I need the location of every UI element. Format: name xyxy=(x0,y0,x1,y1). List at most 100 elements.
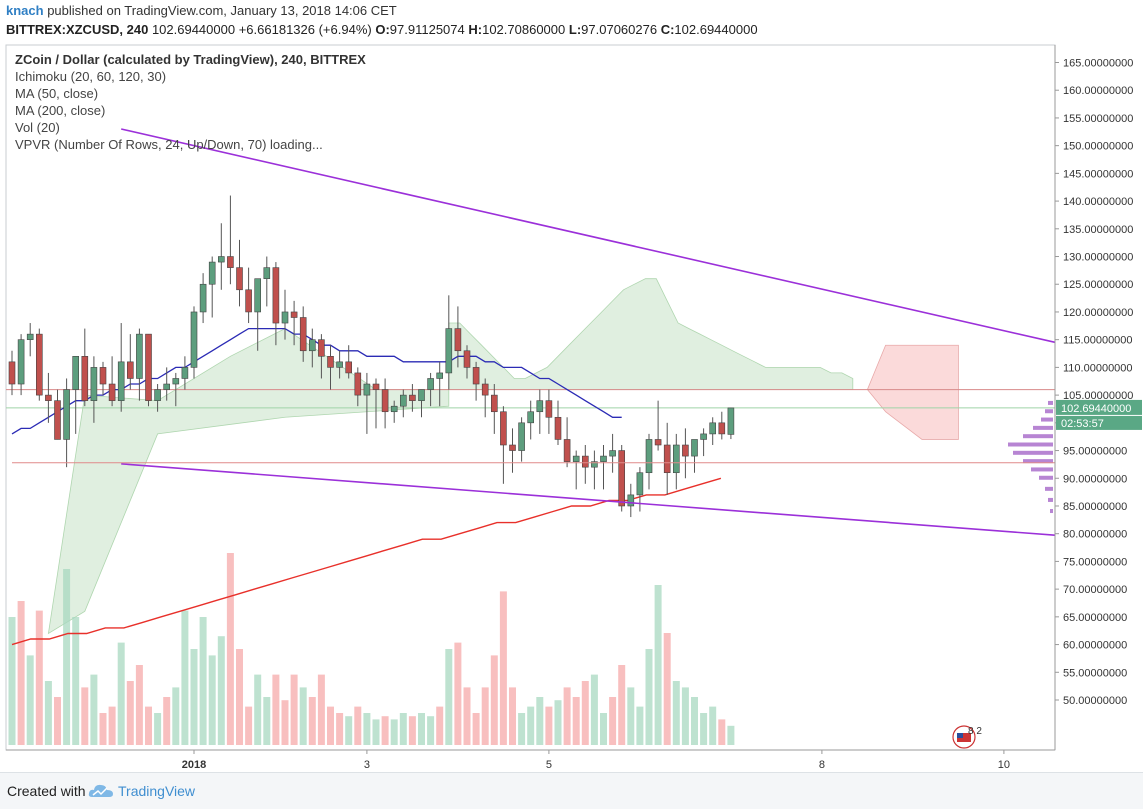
candle-down[interactable] xyxy=(272,267,280,324)
legend-ma50[interactable]: MA (50, close) xyxy=(15,86,99,101)
price-chart[interactable]: 165.00000000 160.00000000 155.00000000 150.… xyxy=(0,40,1143,772)
candle-up[interactable] xyxy=(199,283,207,313)
candle-up[interactable] xyxy=(691,439,698,457)
candle-up[interactable] xyxy=(363,383,371,396)
candle-up[interactable] xyxy=(254,278,261,313)
candle-up[interactable] xyxy=(572,455,580,462)
candle-down[interactable] xyxy=(509,444,516,451)
candle-up[interactable] xyxy=(308,339,316,352)
candle-up[interactable] xyxy=(709,422,717,435)
candle-down[interactable] xyxy=(381,389,389,413)
upper-trendline[interactable] xyxy=(121,128,1056,344)
candle-up[interactable] xyxy=(591,461,598,468)
candle-down[interactable] xyxy=(481,383,489,396)
candle-up[interactable] xyxy=(117,361,125,401)
candle-down[interactable] xyxy=(409,394,416,401)
candle-up[interactable] xyxy=(527,411,535,424)
candle-down[interactable] xyxy=(318,339,325,357)
candle-up[interactable] xyxy=(445,328,453,374)
candle-down[interactable] xyxy=(345,361,353,374)
candle-down[interactable] xyxy=(354,372,362,396)
candle-down[interactable] xyxy=(299,317,307,352)
candle-up[interactable] xyxy=(181,367,189,379)
candle-down[interactable] xyxy=(290,311,298,318)
candle-down[interactable] xyxy=(372,383,380,390)
candles[interactable] xyxy=(8,195,735,518)
tradingview-cloud-icon xyxy=(88,784,113,797)
candle-up[interactable] xyxy=(600,455,607,462)
candle-up[interactable] xyxy=(63,389,70,440)
candle-up[interactable] xyxy=(536,400,544,413)
candle-down[interactable] xyxy=(8,361,16,385)
candle-up[interactable] xyxy=(17,339,25,385)
candle-up[interactable] xyxy=(190,311,198,368)
candle-up[interactable] xyxy=(436,372,444,379)
candle-down[interactable] xyxy=(108,383,116,401)
candle-up[interactable] xyxy=(427,378,434,390)
candle-up[interactable] xyxy=(90,367,98,401)
candle-up[interactable] xyxy=(609,450,616,457)
candle-up[interactable] xyxy=(700,433,707,440)
candle-up[interactable] xyxy=(645,439,653,474)
candle-down[interactable] xyxy=(581,455,589,468)
candle-up[interactable] xyxy=(336,361,343,368)
candle-up[interactable] xyxy=(26,333,34,340)
header-bar: knach published on TradingView.com, Janu… xyxy=(0,0,1143,40)
candle-down[interactable] xyxy=(545,400,553,418)
candle-down[interactable] xyxy=(563,439,571,462)
candle-down[interactable] xyxy=(145,333,152,401)
trendlines[interactable] xyxy=(12,128,1056,537)
candle-down[interactable] xyxy=(718,422,726,435)
last-price-badge xyxy=(1056,399,1142,415)
candle-down[interactable] xyxy=(472,367,480,385)
candle-down[interactable] xyxy=(682,444,689,457)
candle-up[interactable] xyxy=(172,378,180,385)
candle-down[interactable] xyxy=(663,444,671,474)
candle-down[interactable] xyxy=(454,328,462,352)
candle-up[interactable] xyxy=(218,256,225,263)
volume-bar xyxy=(236,649,243,745)
author-link[interactable]: knach xyxy=(6,3,44,18)
candle-up[interactable] xyxy=(154,389,161,401)
candle-up[interactable] xyxy=(72,356,79,390)
legend-vol[interactable]: Vol (20) xyxy=(15,120,60,135)
volume-bar xyxy=(545,706,553,745)
candle-up[interactable] xyxy=(627,494,635,507)
candle-down[interactable] xyxy=(618,450,626,507)
candle-down[interactable] xyxy=(99,367,107,385)
candle-up[interactable] xyxy=(636,472,644,496)
high-value: 102.70860000 xyxy=(482,22,566,37)
candle-down[interactable] xyxy=(500,411,507,446)
y-tick-label: 140.00000000 xyxy=(1063,196,1133,208)
candle-up[interactable] xyxy=(518,422,525,451)
candle-down[interactable] xyxy=(35,333,43,396)
candle-up[interactable] xyxy=(672,444,680,474)
legend-ma200[interactable]: MA (200, close) xyxy=(15,103,106,118)
candle-down[interactable] xyxy=(81,356,89,401)
tradingview-link[interactable]: TradingView xyxy=(118,783,196,799)
candle-down[interactable] xyxy=(463,350,471,368)
candle-down[interactable] xyxy=(54,400,61,440)
candle-down[interactable] xyxy=(554,416,562,440)
candle-up[interactable] xyxy=(163,383,170,390)
legend-vpvr[interactable]: VPVR (Number Of Rows, 24, Up/Down, 70) l… xyxy=(15,137,323,152)
candle-down[interactable] xyxy=(127,361,134,379)
candle-up[interactable] xyxy=(281,311,289,324)
candle-up[interactable] xyxy=(390,405,398,413)
candle-up[interactable] xyxy=(399,394,407,407)
candle-down[interactable] xyxy=(227,256,234,268)
x-tick-label: 5 xyxy=(546,759,552,771)
candle-down[interactable] xyxy=(490,394,498,413)
candle-down[interactable] xyxy=(327,356,334,368)
candle-up[interactable] xyxy=(263,267,271,279)
candle-up[interactable] xyxy=(727,407,735,435)
candle-down[interactable] xyxy=(236,267,243,291)
candle-down[interactable] xyxy=(45,394,52,401)
legend-ichimoku[interactable]: Ichimoku (20, 60, 120, 30) xyxy=(15,69,167,84)
candle-down[interactable] xyxy=(245,289,252,313)
candle-up[interactable] xyxy=(136,333,143,379)
lower-trendline[interactable] xyxy=(121,463,1056,537)
candle-down[interactable] xyxy=(654,439,662,446)
candle-up[interactable] xyxy=(208,261,216,285)
candle-up[interactable] xyxy=(418,389,425,401)
